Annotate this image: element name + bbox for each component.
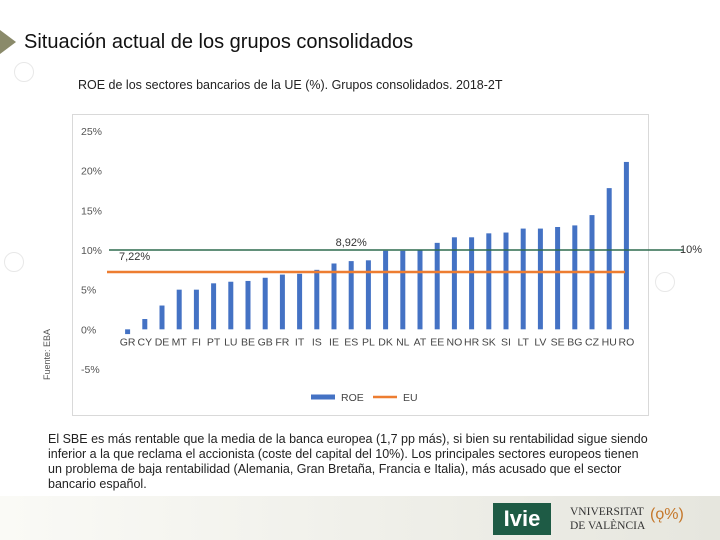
university-line2: DE VALÈNCIA: [570, 520, 646, 532]
y-tick-label: 0%: [81, 324, 96, 336]
x-tick-label: IS: [312, 336, 322, 348]
bar-si: [503, 232, 509, 330]
bar-ie: [331, 263, 337, 330]
x-tick-label: LV: [534, 336, 546, 348]
bar-gr: [125, 329, 131, 335]
bar-ee: [434, 242, 440, 330]
footer-bar: [0, 496, 720, 540]
x-tick-label: LU: [224, 336, 237, 348]
background-coin-icon: [14, 62, 34, 82]
bar-ro: [623, 161, 629, 330]
x-tick-label: EE: [430, 336, 444, 348]
eu-annotation-label: 7,22%: [119, 251, 150, 263]
background-coin-icon: [4, 252, 24, 272]
x-tick-label: NL: [396, 336, 410, 348]
x-tick-label: HU: [602, 336, 617, 348]
body-text: El SBE es más rentable que la media de l…: [48, 432, 648, 491]
bar-it: [297, 273, 303, 330]
bar-is: [314, 269, 320, 330]
x-tick-label: AT: [414, 336, 427, 348]
legend-roe-label: ROE: [341, 392, 364, 404]
x-tick-label: BE: [241, 336, 255, 348]
y-tick-label: 25%: [81, 126, 102, 138]
x-tick-label: DE: [155, 336, 170, 348]
bar-bg: [572, 225, 578, 330]
university-line1: VNIVERSITAT: [570, 506, 644, 518]
bar-be: [245, 280, 251, 330]
x-tick-label: SK: [482, 336, 496, 348]
x-tick-label: CZ: [585, 336, 600, 348]
x-tick-label: DK: [378, 336, 393, 348]
bar-fi: [193, 289, 199, 330]
x-tick-label: SE: [551, 336, 565, 348]
chart-frame: 25% 20% 15% 10% 5% 0% -5% GR CY DE MT FI PT LU BE GB FR I…: [72, 114, 683, 416]
bar-gb: [262, 277, 268, 330]
slide-title: Situación actual de los grupos consolida…: [24, 31, 414, 53]
x-tick-label: SI: [501, 336, 511, 348]
uv-emblem-icon: (ǫ%): [650, 506, 684, 523]
bar-cy: [142, 319, 148, 330]
bar-lv: [537, 228, 543, 330]
chart-subtitle: ROE de los sectores bancarios de la UE (…: [78, 78, 503, 92]
bar-pt: [211, 283, 217, 330]
bar-pl: [365, 260, 371, 330]
y-tick-label: 20%: [81, 166, 102, 178]
bar-mt: [176, 289, 182, 330]
x-tick-label: GR: [120, 336, 136, 348]
x-tick-label: LT: [517, 336, 529, 348]
bar-nl: [400, 250, 406, 330]
background-coin-icon: [655, 272, 675, 292]
x-tick-label: NO: [447, 336, 463, 348]
bar-fr: [279, 274, 285, 330]
es-annotation-label: 8,92%: [336, 237, 367, 249]
bar-no: [451, 237, 457, 330]
x-tick-label: PT: [207, 336, 221, 348]
y-tick-label: 10%: [81, 245, 102, 257]
x-tick-label: FR: [275, 336, 289, 348]
bar-hr: [469, 237, 475, 330]
bar-de: [159, 305, 165, 330]
x-tick-label: IT: [295, 336, 305, 348]
bar-at: [417, 250, 423, 330]
university-logo[interactable]: VNIVERSITAT DE VALÈNCIA: [570, 505, 645, 533]
x-tick-label: ES: [344, 336, 358, 348]
x-tick-label: BG: [567, 336, 582, 348]
x-tick-label: RO: [619, 336, 635, 348]
y-tick-label: -5%: [81, 364, 100, 376]
x-tick-label: CY: [138, 336, 153, 348]
legend-eu-label: EU: [403, 392, 418, 404]
bar-es: [348, 261, 354, 330]
bar-hu: [606, 188, 612, 330]
source-label: Fuente: EBA: [42, 328, 52, 380]
x-tick-label: FI: [192, 336, 201, 348]
bar-lu: [228, 281, 234, 330]
reference-line-label-right: 10%: [680, 244, 703, 256]
x-tick-label: IE: [329, 336, 339, 348]
bar-lt: [520, 228, 526, 330]
title-marker-icon: [0, 30, 16, 54]
roe-bar-chart: 25% 20% 15% 10% 5% 0% -5% GR CY DE MT FI PT LU BE GB FR I…: [81, 126, 683, 404]
y-tick-label: 5%: [81, 285, 96, 297]
bar-dk: [383, 250, 389, 330]
ivie-logo[interactable]: Ivie: [493, 503, 551, 535]
bar-se: [555, 226, 561, 330]
x-tick-label: PL: [362, 336, 375, 348]
x-tick-label: GB: [258, 336, 273, 348]
bar-sk: [486, 233, 492, 330]
x-tick-label: MT: [172, 336, 188, 348]
x-tick-label: HR: [464, 336, 480, 348]
y-tick-label: 15%: [81, 205, 102, 217]
